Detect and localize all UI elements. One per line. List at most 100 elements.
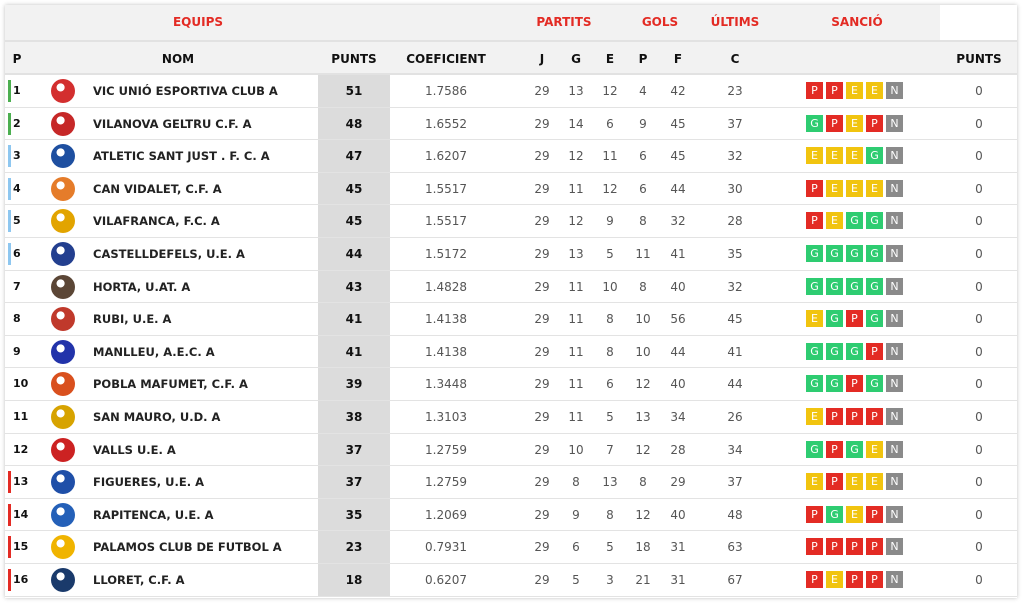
cell-sancio: 0 [975, 312, 983, 327]
result-badge: G [866, 310, 883, 328]
cell-sancio: 0 [975, 279, 983, 294]
table-row[interactable]: 13 FIGUERES, U.E. A 37 1.2759 29 8 13 8 29 37 0 E P E… [5, 466, 1017, 499]
team-name[interactable]: MANLLEU, A.E.C. A [93, 344, 215, 359]
table-row[interactable]: 12 VALLS U.E. A 37 1.2759 29 10 7 12 28 34 0 G P G E N [5, 433, 1017, 467]
col-name[interactable]: NOM [161, 52, 195, 66]
result-badge: E [866, 440, 883, 458]
col-played[interactable]: J [539, 52, 545, 66]
points: 37 [318, 433, 390, 466]
result-badge: G [846, 212, 863, 230]
table-row[interactable]: 16 LLORET, C.F. A 18 0.6207 29 5 3 21 31 67 0 P E P P N [5, 563, 1017, 597]
table-row[interactable]: 11 SAN MAURO, U.D. A 38 1.3103 29 11 5 13 34 26 0 E… [5, 400, 1017, 434]
cell-f: 31 [670, 572, 686, 587]
position: 13 [13, 475, 29, 489]
table-row[interactable]: 9 MANLLEU, A.E.C. A 41 1.4138 29 11 8 10 44 41 0 G G… [5, 335, 1017, 369]
table-row[interactable]: 8 RUBI, U.E. A 41 1.4138 29 11 8 10 56 45 0 E G P G N [5, 303, 1017, 336]
cell-f: 44 [670, 181, 686, 196]
team-name[interactable]: SAN MAURO, U.D. A [93, 409, 221, 424]
result-badge: N [886, 277, 903, 295]
team-crest-icon [51, 209, 75, 234]
zone-indicator [8, 242, 11, 265]
table-row[interactable]: 4 CAN VIDALET, C.F. A 45 1.5517 29 11 12 6 44 30 0… [5, 172, 1017, 206]
table-row[interactable]: 14 RAPITENCA, U.E. A 35 1.2069 29 9 8 12 40 48 0 P G… [5, 498, 1017, 532]
team-name[interactable]: VILANOVA GELTRU C.F. A [93, 116, 252, 131]
team-name[interactable]: CASTELLDEFELS, U.E. A [93, 246, 245, 261]
table-row[interactable]: 7 HORTA, U.AT. A 43 1.4828 29 11 10 8 40 32 0 G G G G N [5, 270, 1017, 304]
table-body: 1 VIC UNIÓ ESPORTIVA CLUB A 51 1.7586 29 13 12… [5, 75, 1017, 597]
table-row[interactable]: 10 POBLA MAFUMET, C.F. A 39 1.3448 29 11 6 12 40… [5, 368, 1017, 401]
col-goals-for[interactable]: F [673, 52, 683, 66]
cell-e: 8 [606, 507, 614, 522]
cell-p: 10 [635, 312, 651, 327]
result-badge: E [846, 114, 863, 132]
position: 16 [13, 572, 29, 586]
team-crest-icon [51, 79, 75, 103]
col-coefficient[interactable]: COEFICIENT [406, 52, 486, 66]
col-position[interactable]: P [12, 52, 22, 66]
cell-p: 13 [635, 409, 651, 424]
result-badge: N [886, 212, 903, 230]
team-crest-icon [51, 437, 75, 462]
team-name[interactable]: RAPITENCA, U.E. A [93, 507, 214, 522]
points: 51 [318, 75, 390, 107]
table-row[interactable]: 3 ATLETIC SANT JUST . F. C. A 47 1.6207 29 12… [5, 140, 1017, 173]
cell-f: 45 [670, 149, 686, 164]
col-points[interactable]: PUNTS [331, 52, 377, 66]
cell-g: 9 [572, 507, 580, 522]
cell-p: 8 [639, 279, 647, 294]
result-badge: N [886, 375, 903, 393]
cell-c: 23 [727, 84, 743, 98]
team-name[interactable]: VALLS U.E. A [93, 442, 176, 457]
team-name[interactable]: RUBI, U.E. A [93, 312, 172, 327]
team-name[interactable]: PALAMOS CLUB DE FUTBOL A [93, 540, 282, 555]
cell-e: 10 [602, 279, 618, 294]
cell-f: 56 [670, 312, 686, 327]
team-name[interactable]: POBLA MAFUMET, C.F. A [93, 377, 248, 392]
result-badge: G [846, 277, 863, 295]
table-row[interactable]: 2 VILANOVA GELTRU C.F. A 48 1.6552 29 14 6 9 45 3… [5, 107, 1017, 141]
col-drawn[interactable]: E [605, 52, 615, 66]
col-won[interactable]: G [571, 52, 581, 66]
cell-g: 13 [568, 84, 584, 98]
team-name[interactable]: VIC UNIÓ ESPORTIVA CLUB A [93, 84, 278, 98]
cell-p: 8 [639, 214, 647, 229]
result-badge: E [806, 407, 823, 425]
team-name[interactable]: VILAFRANCA, F.C. A [93, 214, 220, 229]
table-row[interactable]: 6 CASTELLDEFELS, U.E. A 44 1.5172 29 13 5 11 41 3… [5, 237, 1017, 271]
zone-indicator [8, 568, 11, 591]
team-name[interactable]: HORTA, U.AT. A [93, 279, 191, 294]
table-row[interactable]: 15 PALAMOS CLUB DE FUTBOL A 23 0.7931 29 6 5 18… [5, 531, 1017, 564]
col-goals-against[interactable]: C [730, 52, 740, 66]
cell-j: 29 [534, 377, 550, 392]
cell-c: 63 [727, 540, 743, 555]
table-row[interactable]: 1 VIC UNIÓ ESPORTIVA CLUB A 51 1.7586 29 13 12… [5, 75, 1017, 108]
team-name[interactable]: LLORET, C.F. A [93, 572, 185, 587]
result-badge: G [806, 277, 823, 295]
result-badge: P [826, 407, 843, 425]
cell-sancio: 0 [975, 84, 983, 98]
team-name[interactable]: CAN VIDALET, C.F. A [93, 181, 222, 196]
position: 10 [13, 377, 29, 391]
result-badge: E [846, 179, 863, 197]
col-sanction-points[interactable]: PUNTS [956, 52, 1002, 66]
result-badge: N [886, 570, 903, 588]
cell-sancio: 0 [975, 214, 983, 229]
column-header-row: P NOM PUNTS COEFICIENT J G E P F C PUNTS [5, 40, 1017, 75]
col-lost[interactable]: P [638, 52, 648, 66]
result-badge: P [826, 473, 843, 491]
team-name[interactable]: ATLETIC SANT JUST . F. C. A [93, 149, 270, 164]
table-row[interactable]: 5 VILAFRANCA, F.C. A 45 1.5517 29 12 9 8 32 28 0 P E… [5, 205, 1017, 238]
result-badge: G [806, 114, 823, 132]
cell-j: 29 [534, 279, 550, 294]
cell-f: 40 [670, 507, 686, 522]
group-header-row: EQUIPS PARTITS GOLS ÚLTIMS SANCIÓ [5, 5, 1017, 40]
position: 7 [13, 279, 21, 293]
cell-g: 5 [572, 572, 580, 587]
result-badge: P [806, 82, 823, 99]
zone-indicator [8, 503, 11, 526]
team-name[interactable]: FIGUERES, U.E. A [93, 475, 204, 490]
cell-e: 12 [602, 181, 618, 196]
